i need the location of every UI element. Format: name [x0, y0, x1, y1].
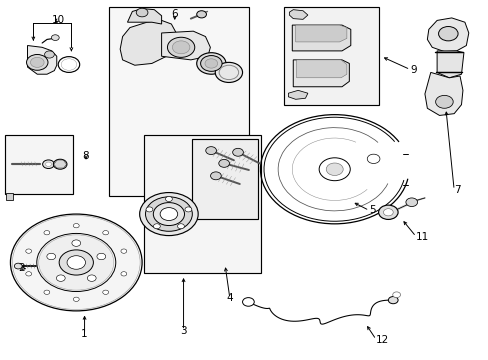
Text: 12: 12: [375, 334, 388, 345]
Circle shape: [165, 197, 172, 202]
Bar: [109, 7, 249, 196]
Circle shape: [215, 62, 242, 82]
Circle shape: [26, 249, 32, 253]
Polygon shape: [161, 31, 210, 60]
Polygon shape: [293, 60, 348, 87]
Circle shape: [167, 37, 194, 57]
Circle shape: [140, 193, 198, 235]
Text: 5: 5: [368, 206, 375, 216]
Circle shape: [42, 160, 54, 168]
Circle shape: [67, 256, 85, 269]
Circle shape: [392, 292, 400, 298]
Text: 11: 11: [415, 232, 428, 242]
Circle shape: [44, 290, 50, 294]
Circle shape: [218, 159, 229, 167]
Polygon shape: [296, 60, 346, 78]
Circle shape: [438, 27, 457, 41]
Circle shape: [383, 209, 392, 216]
Circle shape: [184, 207, 191, 212]
Circle shape: [37, 233, 116, 292]
Bar: [4, 135, 73, 194]
Circle shape: [242, 298, 254, 306]
Circle shape: [56, 275, 65, 282]
Circle shape: [378, 205, 397, 220]
Circle shape: [44, 51, 54, 58]
Circle shape: [26, 272, 32, 276]
Polygon shape: [436, 51, 463, 78]
Bar: [284, 7, 378, 105]
Circle shape: [73, 224, 79, 228]
Circle shape: [153, 203, 184, 226]
Circle shape: [172, 41, 189, 54]
Circle shape: [200, 55, 222, 71]
Polygon shape: [27, 45, 57, 74]
Circle shape: [196, 53, 225, 74]
Circle shape: [210, 172, 221, 180]
Text: 2: 2: [19, 263, 25, 273]
Circle shape: [319, 158, 349, 181]
Circle shape: [14, 263, 22, 269]
Text: 10: 10: [52, 15, 65, 25]
Polygon shape: [289, 10, 307, 19]
Bar: [192, 139, 258, 220]
Circle shape: [205, 147, 216, 154]
Circle shape: [26, 54, 48, 70]
Circle shape: [97, 253, 105, 260]
Circle shape: [102, 290, 108, 294]
Polygon shape: [127, 9, 161, 24]
Circle shape: [53, 159, 67, 169]
Circle shape: [47, 253, 56, 260]
Circle shape: [10, 214, 142, 311]
Circle shape: [121, 249, 126, 253]
Circle shape: [59, 250, 93, 275]
Polygon shape: [424, 72, 462, 116]
Circle shape: [30, 57, 44, 67]
Circle shape: [146, 207, 153, 212]
Text: 9: 9: [409, 64, 416, 75]
Polygon shape: [120, 21, 176, 65]
Circle shape: [136, 8, 148, 17]
Text: 7: 7: [453, 185, 460, 195]
Polygon shape: [292, 25, 350, 51]
Circle shape: [45, 162, 51, 166]
Circle shape: [121, 272, 126, 276]
Bar: [5, 193, 13, 200]
Circle shape: [87, 275, 96, 282]
Polygon shape: [427, 18, 468, 51]
Circle shape: [405, 198, 417, 207]
Circle shape: [232, 148, 243, 156]
Circle shape: [366, 154, 379, 163]
Text: 1: 1: [81, 329, 88, 339]
Circle shape: [204, 59, 217, 68]
Text: 3: 3: [180, 325, 186, 336]
Circle shape: [73, 297, 79, 301]
Circle shape: [145, 197, 192, 231]
Circle shape: [435, 95, 452, 108]
Circle shape: [153, 224, 160, 229]
Circle shape: [160, 208, 177, 221]
Text: 4: 4: [226, 293, 233, 303]
Circle shape: [72, 240, 81, 246]
Bar: [143, 135, 260, 273]
Polygon shape: [288, 90, 307, 99]
Circle shape: [196, 11, 206, 18]
Circle shape: [44, 230, 50, 235]
Circle shape: [51, 35, 59, 41]
Text: 6: 6: [171, 9, 178, 19]
Polygon shape: [295, 25, 346, 42]
Circle shape: [325, 163, 343, 175]
Circle shape: [177, 224, 184, 229]
Text: 8: 8: [82, 150, 89, 161]
Circle shape: [102, 230, 108, 235]
Circle shape: [387, 297, 397, 304]
